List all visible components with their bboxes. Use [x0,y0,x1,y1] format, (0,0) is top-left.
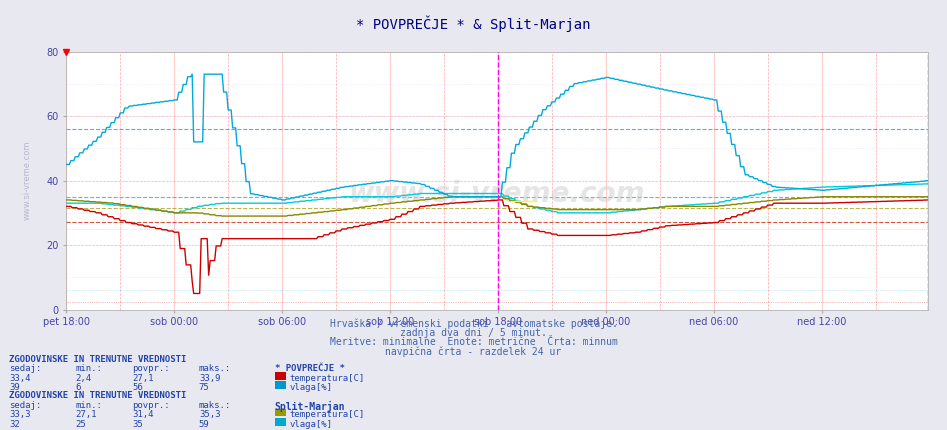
Text: * POVPREČJE * & Split-Marjan: * POVPREČJE * & Split-Marjan [356,15,591,31]
Text: 33,9: 33,9 [199,374,221,383]
Text: 31,4: 31,4 [133,410,154,419]
Text: maks.:: maks.: [199,401,231,410]
Text: 35,3: 35,3 [199,410,221,419]
Text: 39: 39 [9,383,20,392]
Text: 59: 59 [199,420,209,429]
Text: min.:: min.: [76,364,102,373]
Text: 6: 6 [76,383,81,392]
Text: maks.:: maks.: [199,364,231,373]
Text: 2,4: 2,4 [76,374,92,383]
Text: sedaj:: sedaj: [9,401,42,410]
Text: vlaga[%]: vlaga[%] [290,420,332,429]
Text: vlaga[%]: vlaga[%] [290,383,332,392]
Text: ZGODOVINSKE IN TRENUTNE VREDNOSTI: ZGODOVINSKE IN TRENUTNE VREDNOSTI [9,391,187,400]
Text: temperatura[C]: temperatura[C] [290,410,365,419]
Text: 32: 32 [9,420,20,429]
Text: 33,3: 33,3 [9,410,31,419]
Text: Split-Marjan: Split-Marjan [275,401,345,412]
Text: 56: 56 [133,383,143,392]
Text: min.:: min.: [76,401,102,410]
Text: 33,4: 33,4 [9,374,31,383]
Text: zadnja dva dni / 5 minut.: zadnja dva dni / 5 minut. [400,328,547,338]
Text: 25: 25 [76,420,86,429]
Text: www.si-vreme.com: www.si-vreme.com [348,179,646,208]
Text: 75: 75 [199,383,209,392]
Text: sedaj:: sedaj: [9,364,42,373]
Text: * POVPREČJE *: * POVPREČJE * [275,364,345,373]
Text: 35: 35 [133,420,143,429]
Text: povpr.:: povpr.: [133,364,170,373]
Text: ZGODOVINSKE IN TRENUTNE VREDNOSTI: ZGODOVINSKE IN TRENUTNE VREDNOSTI [9,355,187,364]
Text: www.si-vreme.com: www.si-vreme.com [23,141,32,220]
Text: 27,1: 27,1 [76,410,98,419]
Text: 27,1: 27,1 [133,374,154,383]
Text: Hrvaška / vremenski podatki - avtomatske postaje.: Hrvaška / vremenski podatki - avtomatske… [330,318,617,329]
Text: Meritve: minimalne  Enote: metrične  Črta: minnum: Meritve: minimalne Enote: metrične Črta:… [330,337,617,347]
Text: povpr.:: povpr.: [133,401,170,410]
Text: temperatura[C]: temperatura[C] [290,374,365,383]
Text: navpična črta - razdelek 24 ur: navpična črta - razdelek 24 ur [385,347,562,357]
